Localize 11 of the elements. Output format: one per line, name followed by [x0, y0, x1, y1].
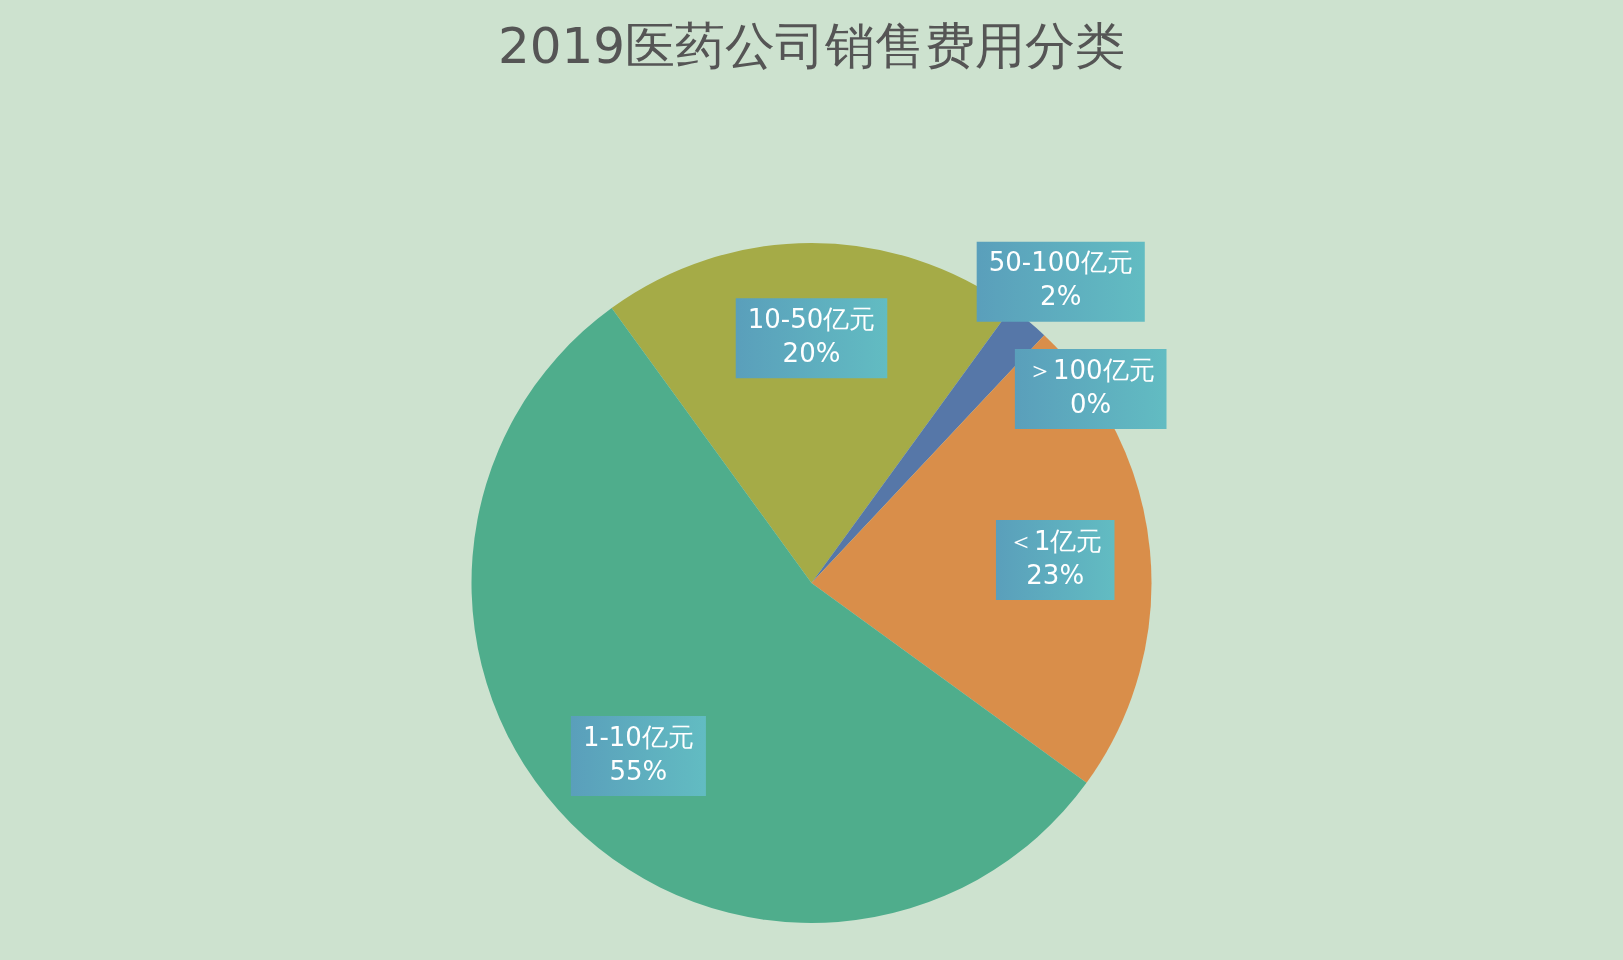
slice-label: 50-100亿元: [988, 247, 1133, 278]
slice-label: ＜1亿元: [1007, 525, 1103, 556]
data-label: 20%: [782, 337, 841, 368]
slice-label: 10-50亿元: [747, 303, 876, 334]
data-label: 2%: [1040, 281, 1082, 312]
text: 0%: [1070, 388, 1112, 419]
data-label: 23%: [1026, 559, 1085, 590]
data-label: 55%: [609, 755, 668, 786]
category-label: ＞100亿元: [1026, 354, 1155, 385]
chart-title: 2019医药公司销售费用分类: [497, 16, 1126, 75]
slice-label: 1-10亿元: [582, 721, 694, 752]
